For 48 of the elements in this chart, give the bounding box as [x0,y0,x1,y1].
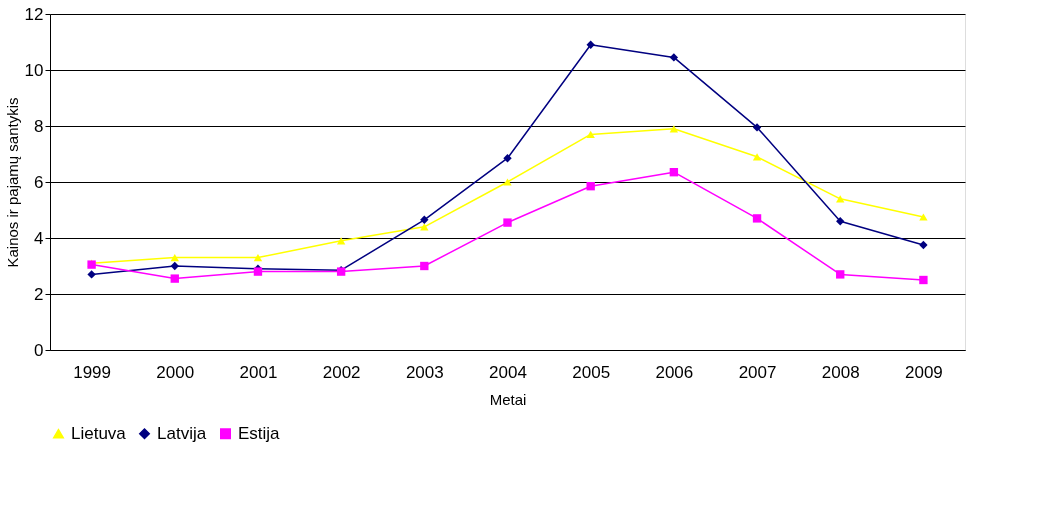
point [836,270,845,279]
point [836,217,845,226]
point [420,215,429,224]
point [752,153,762,161]
x-tick-label: 2000 [156,362,195,382]
x-tick-label: 2009 [905,362,943,382]
y-tick-label: 10 [24,60,44,80]
x-tick-label: 2007 [738,362,777,382]
x-tick-label: 2001 [239,362,278,382]
point [170,274,179,283]
x-axis-title: Metai [489,390,527,408]
point [420,261,429,271]
y-tick-label: 0 [34,340,44,360]
point [253,253,263,262]
x-tick-label: 2002 [322,362,361,382]
point [752,123,762,132]
point [919,240,928,250]
point [503,178,512,186]
point [503,218,512,227]
point [586,130,595,139]
x-tick-label: 2004 [489,362,527,382]
legend-label: Latvija [157,423,207,443]
point [170,261,179,271]
legend-label: Estija [238,423,281,443]
y-tick-label: 4 [34,228,44,248]
x-tick-label: 2005 [572,362,611,382]
y-tick-label: 2 [34,284,44,304]
x-tick-label: 1999 [73,362,111,382]
point [669,53,679,62]
point [586,182,595,191]
y-axis-title: Kainos ir pajamų santykis [3,97,21,268]
x-tick-label: 2008 [821,362,860,382]
y-tick-label: 12 [24,4,44,24]
point [836,195,845,203]
point [586,40,595,49]
point [87,270,96,279]
point [919,213,928,221]
y-tick-label: 8 [34,116,44,136]
point [919,275,928,285]
y-tick-label: 6 [34,172,44,192]
legend-label: Lietuva [71,423,127,443]
point [503,154,512,163]
x-tick-label: 2003 [405,362,444,382]
x-tick-label: 2006 [655,362,694,382]
point [170,253,179,262]
point [336,237,346,245]
point [669,168,679,177]
point [752,214,762,223]
